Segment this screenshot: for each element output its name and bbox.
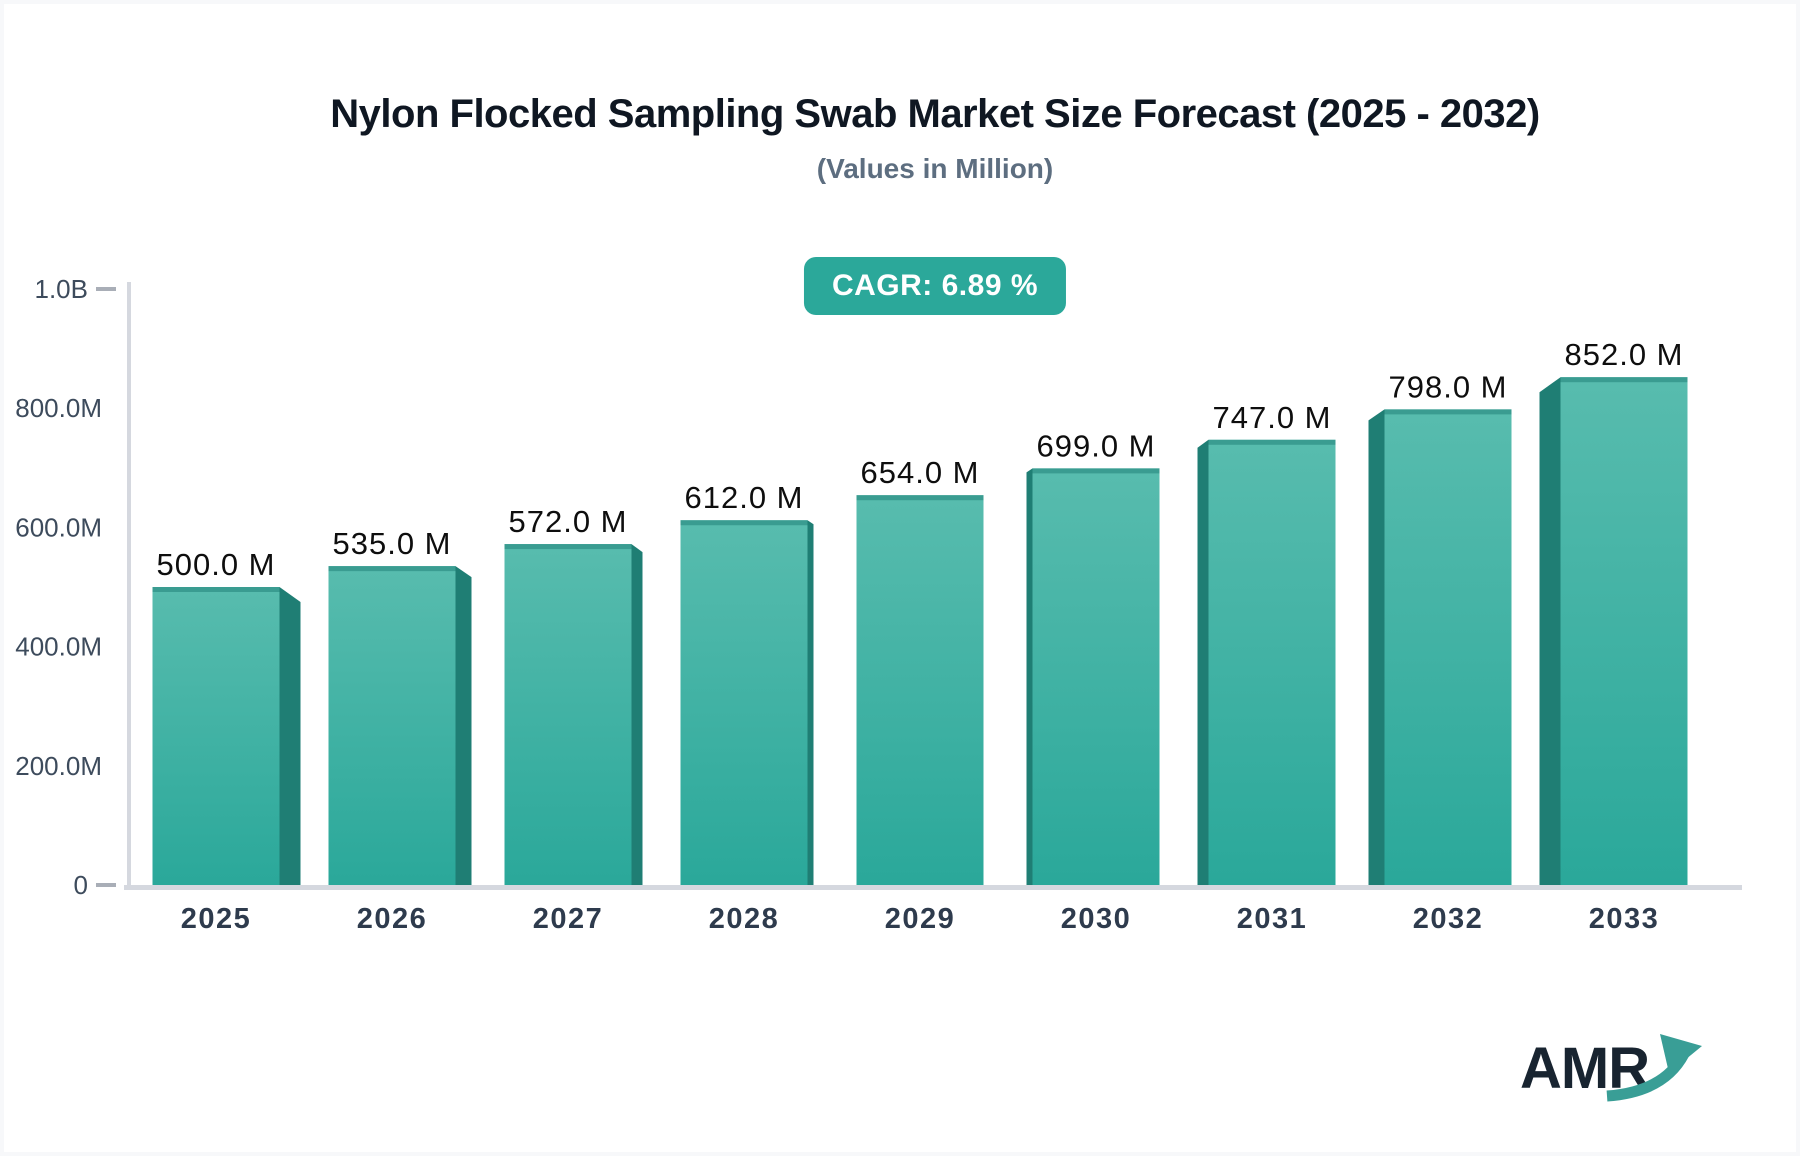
y-axis-label: 0: [74, 870, 88, 900]
bar-group-2025: 500.0 M 2025: [152, 547, 301, 935]
bar-side-face: [1026, 468, 1033, 885]
bar-side-face: [455, 566, 472, 885]
y-axis-label: 600.0M: [15, 512, 102, 542]
chart-title: Nylon Flocked Sampling Swab Market Size …: [330, 92, 1540, 136]
y-axis-line: [127, 282, 131, 890]
bar-face: [152, 587, 280, 885]
bar-group-2033: 852.0 M 2033: [1539, 337, 1688, 935]
bar-value-label: 612.0 M: [684, 480, 803, 515]
bar-top-edge: [1560, 377, 1688, 383]
x-axis-label: 2031: [1237, 903, 1308, 935]
bar-top-edge: [152, 587, 280, 592]
bar-value-label: 747.0 M: [1212, 400, 1331, 435]
bar-side-face: [1368, 409, 1385, 885]
bar-face: [1560, 377, 1688, 885]
bar-value-label: 699.0 M: [1036, 428, 1155, 463]
x-axis-label: 2028: [709, 903, 780, 935]
bar-side-face: [1539, 377, 1561, 885]
bar-side-face: [279, 587, 301, 885]
y-axis-label: 200.0M: [15, 751, 102, 781]
x-axis-label: 2029: [885, 903, 956, 935]
y-axis-label: 800.0M: [15, 393, 102, 423]
bar-group-2026: 535.0 M 2026: [328, 526, 472, 935]
amr-logo: AMR: [1520, 1034, 1702, 1102]
bar-face: [680, 520, 808, 885]
bar-top-edge: [328, 566, 456, 572]
bar-face: [856, 495, 984, 885]
x-axis-label: 2032: [1413, 903, 1484, 935]
bar-top-edge: [856, 495, 984, 501]
y-axis-tick: [96, 883, 116, 887]
bar-face: [504, 544, 632, 885]
bar-value-label: 535.0 M: [332, 526, 451, 561]
bar-value-label: 572.0 M: [508, 504, 627, 539]
bar-face: [328, 566, 456, 885]
bar-face: [1384, 409, 1512, 885]
bar-face: [1208, 439, 1336, 885]
bar-value-label: 500.0 M: [156, 547, 275, 582]
y-axis-label: 1.0B: [35, 274, 89, 304]
bar-group-2032: 798.0 M 2032: [1368, 369, 1512, 935]
x-axis-line: [124, 885, 1742, 890]
chart-header: Nylon Flocked Sampling Swab Market Size …: [185, 92, 1685, 185]
x-axis-label: 2033: [1589, 903, 1660, 935]
cagr-badge: CAGR: 6.89 %: [803, 257, 1067, 315]
bar-group-2027: 572.0 M 2027: [504, 504, 643, 935]
bar-value-label: 798.0 M: [1388, 369, 1507, 404]
bar-top-edge: [1208, 439, 1336, 445]
bar-side-face: [631, 544, 643, 885]
x-axis-label: 2030: [1061, 903, 1132, 935]
bar-face: [1032, 468, 1160, 885]
y-axis-tick: [96, 287, 116, 291]
chart-subtitle: (Values in Million): [816, 153, 1054, 184]
x-axis-label: 2025: [181, 903, 252, 935]
bar-value-label: 852.0 M: [1564, 337, 1683, 372]
bar-side-face: [1197, 439, 1209, 885]
bar-group-2029: 654.0 M 2029: [856, 455, 984, 935]
bar-group-2031: 747.0 M 2031: [1197, 400, 1336, 935]
plot-area: 1.0B 800.0M 600.0M 400.0M 200.0M 0 500.0 M 2025…: [15, 274, 1742, 935]
bar-side-face: [807, 520, 814, 885]
bar-top-edge: [504, 544, 632, 550]
bar-group-2030: 699.0 M 2030: [1026, 428, 1160, 935]
bar-value-label: 654.0 M: [860, 455, 979, 490]
x-axis-label: 2026: [357, 903, 428, 935]
growth-arrow-head-icon: [1660, 1034, 1702, 1073]
bar-group-2028: 612.0 M 2028: [680, 480, 814, 935]
bar-top-edge: [1384, 409, 1512, 415]
x-axis-label: 2027: [533, 903, 604, 935]
bar-top-edge: [680, 520, 808, 526]
y-axis-label: 400.0M: [15, 632, 102, 662]
bar-top-edge: [1032, 468, 1160, 474]
